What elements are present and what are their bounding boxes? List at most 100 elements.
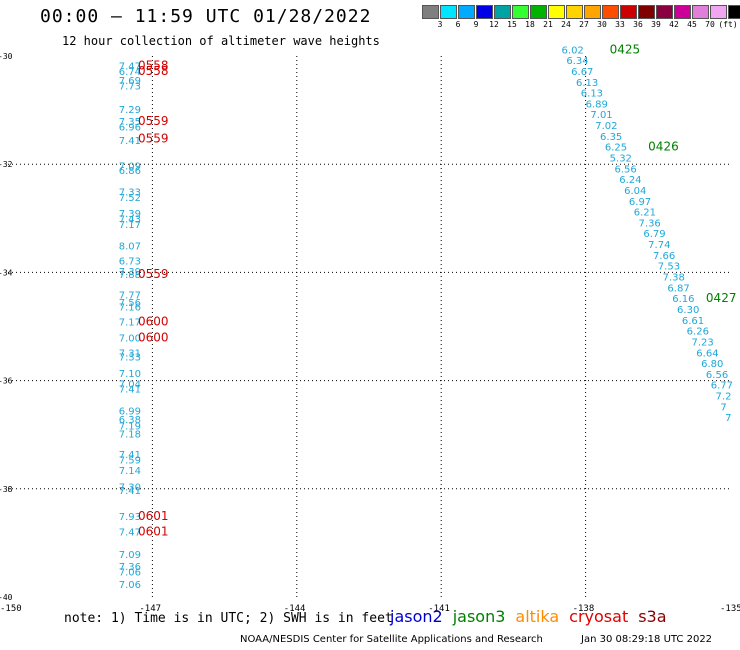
pass-time-label: 0426 (648, 140, 679, 154)
pass-time-label: 0427 (706, 291, 737, 305)
swh-value: 6.35 (600, 132, 622, 143)
pass-time-label: 0559 (138, 267, 169, 281)
pass-time-label: 0600 (138, 314, 169, 328)
swh-value: 6.80 (701, 359, 723, 370)
scale-label: 21 (543, 20, 553, 29)
swh-value: 7.33 (119, 188, 141, 199)
swh-value: 7.41 (119, 136, 141, 147)
scale-label: 12 (489, 20, 499, 29)
pass-time-label: 0559 (138, 132, 169, 146)
swh-value: 7.09 (119, 162, 141, 173)
legend-s3a: s3a (638, 607, 667, 626)
x-tick-label: -138 (573, 604, 595, 614)
pass-time-label: 0559 (138, 114, 169, 128)
scale-swatch (584, 5, 601, 19)
scale-label: 45 (687, 20, 697, 29)
swh-value: 6.61 (682, 316, 704, 327)
satellite-legend: jason2 jason3 altika cryosat s3a (390, 607, 677, 626)
scale-label: 15 (507, 20, 517, 29)
scale-swatch (728, 5, 740, 19)
swh-value: 7.53 (658, 262, 680, 273)
swh-value: 7.30 (119, 482, 141, 493)
swh-value: 7.16 (119, 302, 141, 313)
scale-swatch (602, 5, 619, 19)
swh-value: 6.86 (119, 166, 141, 177)
scale-swatch (674, 5, 691, 19)
swh-value: 7.36 (639, 218, 661, 229)
swh-value: 7.38 (663, 273, 685, 284)
pass-time-label: 0601 (138, 524, 169, 538)
scale-label: 9 (473, 20, 479, 29)
scale-swatch (638, 5, 655, 19)
pass-time-label: 0558 (138, 59, 169, 73)
scale-swatch (422, 5, 439, 19)
swh-value: 7.02 (595, 121, 617, 132)
swh-value: 7.66 (653, 251, 675, 262)
swh-value: 6.79 (643, 229, 665, 240)
scale-label: 70 (705, 20, 715, 29)
swh-value: 7.23 (691, 337, 713, 348)
scale-label: 39 (651, 20, 661, 29)
swh-value: 6.24 (619, 175, 641, 186)
swh-value: 6.67 (571, 67, 593, 78)
scale-swatch (512, 5, 529, 19)
pass-time-label: 0601 (138, 509, 169, 523)
swh-value: 7 (725, 413, 731, 424)
credit-line: NOAA/NESDIS Center for Satellite Applica… (240, 634, 543, 645)
swh-value: 7.43 (119, 215, 141, 226)
scale-label: (ft) (718, 20, 738, 29)
legend-jason3: jason3 (452, 607, 506, 626)
swh-value: 7.74 (648, 240, 670, 251)
x-tick-label: -135 (720, 604, 740, 614)
swh-value: 7.52 (119, 193, 141, 204)
swh-value: 7.17 (119, 220, 141, 231)
swh-value: 7.18 (119, 429, 141, 440)
scale-label: 24 (561, 20, 571, 29)
x-tick-label: -150 (0, 604, 22, 614)
legend-cryosat: cryosat (569, 607, 629, 626)
swh-value: 7.00 (119, 334, 141, 345)
x-tick-label: -147 (139, 604, 161, 614)
scale-label: 18 (525, 20, 535, 29)
swh-value: 6.87 (667, 283, 689, 294)
map-subtitle: 12 hour collection of altimeter wave hei… (62, 34, 380, 48)
swh-value: 6.30 (677, 305, 699, 316)
scale-label: 33 (615, 20, 625, 29)
swh-value: 7.47 (119, 527, 141, 538)
x-tick-label: -144 (284, 604, 306, 614)
swh-value: 7.47 (119, 62, 141, 73)
scale-label: 36 (633, 20, 643, 29)
y-tick-label: -40 (0, 593, 13, 602)
y-tick-label: -36 (0, 377, 13, 386)
swh-value: 6.56 (706, 370, 728, 381)
swh-value: 7.77 (119, 290, 141, 301)
swh-value: 7.01 (590, 110, 612, 121)
swh-value: 7.14 (119, 466, 141, 477)
legend-jason2: jason2 (390, 607, 443, 626)
scale-swatch (710, 5, 727, 19)
swh-value: 7.2 (716, 392, 732, 403)
swh-value: 6.26 (687, 327, 709, 338)
scale-swatch (440, 5, 457, 19)
swh-value: 6.34 (566, 56, 588, 67)
swh-value: 7.69 (119, 76, 141, 87)
scale-label: 27 (579, 20, 589, 29)
scale-label: 6 (455, 20, 461, 29)
swh-value: 6.64 (696, 348, 718, 359)
scale-swatch (566, 5, 583, 19)
swh-value: 7 (720, 402, 726, 413)
x-tick-label: -141 (428, 604, 450, 614)
swh-value: 7.10 (119, 369, 141, 380)
swh-value: 7.33 (119, 353, 141, 364)
swh-value: 6.21 (634, 208, 656, 219)
color-scale-swatches (422, 5, 740, 19)
swh-value: 7.09 (119, 550, 141, 561)
swh-value: 7.17 (119, 317, 141, 328)
swh-value: 6.99 (119, 407, 141, 418)
color-scale: 3 6 9 12 15 18 21 24 27 30 33 36 39 42 45 70 (ft) (422, 5, 740, 31)
scale-label: 42 (669, 20, 679, 29)
swh-value: 7.06 (119, 580, 141, 591)
y-tick-label: -32 (0, 160, 13, 169)
swh-value: 6.13 (581, 89, 603, 100)
